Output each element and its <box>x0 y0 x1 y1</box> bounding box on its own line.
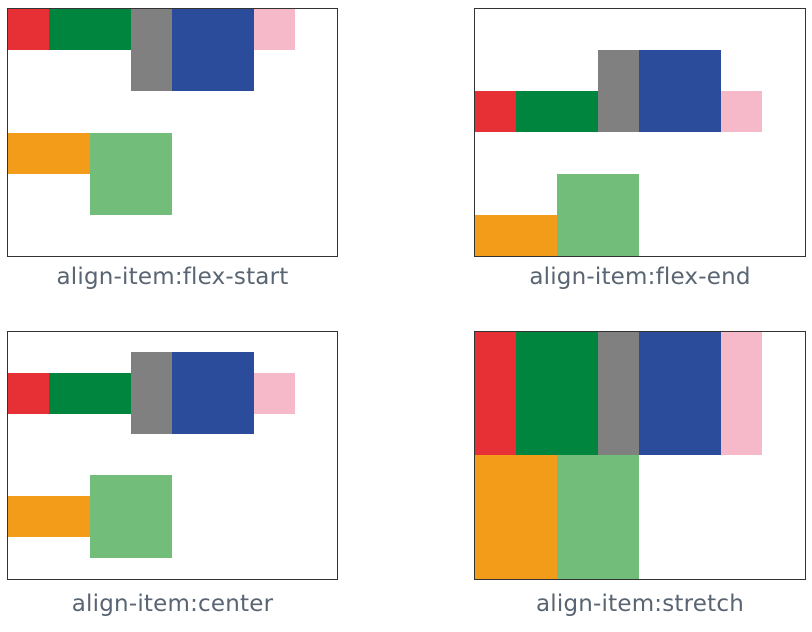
dark-green-box <box>49 373 131 414</box>
dark-green-box <box>49 9 131 50</box>
orange-box <box>475 215 557 256</box>
caption-center: align-item:center <box>71 591 274 617</box>
red-box <box>475 332 516 455</box>
red-box <box>475 91 516 132</box>
caption-flex-end: align-item:flex-end <box>529 264 751 290</box>
panel-flex-start <box>7 8 338 257</box>
blue-box <box>639 50 721 132</box>
blue-box <box>172 352 254 434</box>
orange-box <box>475 455 557 579</box>
panel-stretch <box>474 331 806 580</box>
pink-box <box>721 91 762 132</box>
red-box <box>8 9 49 50</box>
pink-box <box>254 373 295 414</box>
gray-box <box>131 9 172 91</box>
orange-box <box>8 496 90 537</box>
caption-stretch: align-item:stretch <box>535 591 744 617</box>
gray-box <box>598 50 639 132</box>
panel-flex-end <box>474 8 806 257</box>
pink-box <box>254 9 295 50</box>
light-green-box <box>90 133 172 215</box>
pink-box <box>721 332 762 455</box>
red-box <box>8 373 49 414</box>
panel-center <box>7 331 338 580</box>
light-green-box <box>557 455 639 579</box>
blue-box <box>639 332 721 455</box>
dark-green-box <box>516 332 598 455</box>
orange-box <box>8 133 90 174</box>
caption-flex-start: align-item:flex-start <box>56 264 289 290</box>
blue-box <box>172 9 254 91</box>
light-green-box <box>90 475 172 558</box>
gray-box <box>131 352 172 434</box>
gray-box <box>598 332 639 455</box>
light-green-box <box>557 174 639 256</box>
dark-green-box <box>516 91 598 132</box>
